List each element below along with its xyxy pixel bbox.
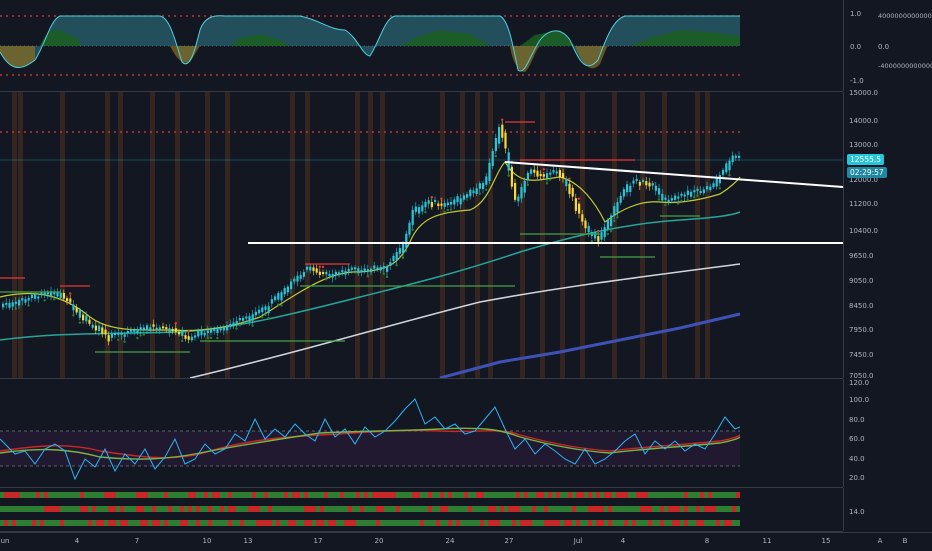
time-label: 4 xyxy=(620,537,626,545)
signal-bars-pane[interactable] xyxy=(0,488,843,532)
rsi-plot xyxy=(0,398,741,481)
time-label: 20 xyxy=(374,537,384,545)
price-label: 12000.0 xyxy=(849,176,878,184)
vol-label-bottom: -4000000000000000.0 xyxy=(878,62,932,70)
last-price-tag: 12555.5 xyxy=(847,154,885,165)
rsi-label: 100.0 xyxy=(849,396,870,404)
price-chart[interactable] xyxy=(0,92,843,378)
countdown-tag: 02:29:57 xyxy=(847,167,887,178)
osc-label-neg1: -1.0 xyxy=(850,77,864,85)
vol-label-top: 4000000000000000.0 xyxy=(878,12,932,20)
ma-teal xyxy=(0,211,741,341)
price-label: 11200.0 xyxy=(849,200,878,208)
rsi-axis[interactable]: 120.0 100.0 80.0 60.0 40.0 20.0 xyxy=(843,379,932,487)
rsi-pane[interactable] xyxy=(0,379,843,488)
oscillator-plot xyxy=(0,15,740,76)
price-label: 15000.0 xyxy=(849,89,878,97)
vol-label-zero: 0.0 xyxy=(878,43,890,51)
bars-axis[interactable]: 14.0 xyxy=(843,488,932,531)
rsi-label: 60.0 xyxy=(849,435,865,443)
time-label-right: A xyxy=(877,537,883,545)
price-label: 8450.0 xyxy=(849,302,874,310)
time-label: 27 xyxy=(504,537,514,545)
price-label: 9050.0 xyxy=(849,277,874,285)
price-label: 14000.0 xyxy=(849,117,878,125)
time-label: 11 xyxy=(762,537,772,545)
price-axis[interactable]: 15000.0 14000.0 13000.0 12000.0 11200.0 … xyxy=(843,89,932,380)
rsi-label: 40.0 xyxy=(849,455,865,463)
candlesticks xyxy=(2,118,741,346)
time-axis[interactable]: Jun 4 7 10 13 17 20 24 27 Jul 4 8 11 15 … xyxy=(0,532,932,551)
osc-label-1: 1.0 xyxy=(850,10,862,18)
price-label: 7450.0 xyxy=(849,351,874,359)
rsi-label: 20.0 xyxy=(849,474,865,482)
time-label: 4 xyxy=(74,537,80,545)
oscillator-pane[interactable] xyxy=(0,0,843,92)
price-label: 7050.0 xyxy=(849,372,874,380)
signal-bars xyxy=(0,492,740,526)
trendline-resistance xyxy=(504,161,843,188)
rsi-label: 80.0 xyxy=(849,416,865,424)
time-label: 10 xyxy=(202,537,212,545)
osc-label-0: 0.0 xyxy=(850,43,862,51)
price-label: 9650.0 xyxy=(849,252,874,260)
oscillator-axis[interactable]: 1.0 0.0 -1.0 4000000000000000.0 0.0 -400… xyxy=(843,0,932,91)
time-label: 8 xyxy=(704,537,710,545)
ma-blue xyxy=(439,312,741,378)
price-label: 7950.0 xyxy=(849,326,874,334)
ma-white xyxy=(189,263,741,378)
time-label-right: B xyxy=(902,537,908,545)
time-label: Jul xyxy=(573,537,583,545)
time-label: 17 xyxy=(313,537,323,545)
time-label: Jun xyxy=(0,537,10,545)
bars-label: 14.0 xyxy=(849,508,865,516)
price-pane[interactable] xyxy=(0,92,843,379)
time-label: 24 xyxy=(445,537,455,545)
ma-yellow xyxy=(0,161,741,332)
price-label: 13000.0 xyxy=(849,141,878,149)
price-label: 10400.0 xyxy=(849,227,878,235)
time-label: 13 xyxy=(243,537,253,545)
time-label: 15 xyxy=(821,537,831,545)
rsi-label: 120.0 xyxy=(849,379,870,387)
time-label: 7 xyxy=(134,537,140,545)
